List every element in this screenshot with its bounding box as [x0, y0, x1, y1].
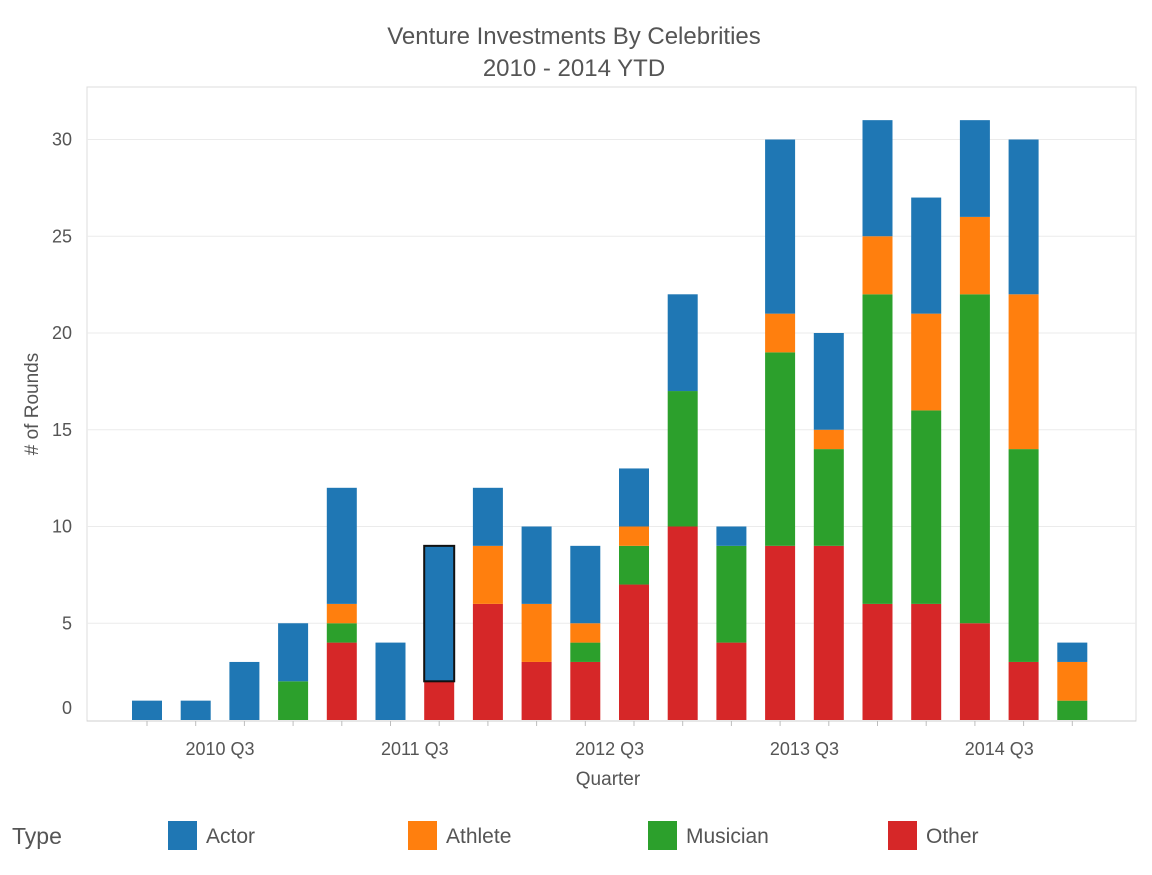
bar-segment-musician[interactable] — [278, 681, 309, 720]
bar-segment-actor[interactable] — [667, 294, 698, 392]
bar-segment-athlete[interactable] — [862, 236, 893, 295]
bar-segment-athlete[interactable] — [765, 313, 796, 353]
bar-segment-musician[interactable] — [619, 545, 649, 585]
bar-segment-other[interactable] — [813, 545, 844, 720]
y-axis-ticks: 0 5 10 15 20 25 30 — [52, 130, 72, 719]
bar-segment-musician[interactable] — [765, 352, 796, 546]
y-tick-label: 20 — [52, 323, 72, 343]
y-tick-label: 0 — [62, 698, 72, 718]
y-tick-label: 10 — [52, 517, 72, 537]
bar-segment-actor[interactable] — [180, 700, 211, 720]
x-tick-label: 2012 Q3 — [575, 739, 644, 759]
legend-swatch — [408, 821, 437, 850]
y-tick-label: 25 — [52, 226, 72, 246]
y-axis-title: # of Rounds — [22, 353, 43, 455]
bar-segment-other[interactable] — [472, 603, 503, 720]
legend-item-other[interactable]: Other — [888, 821, 979, 850]
bar-segment-actor[interactable] — [521, 526, 552, 604]
bar-segment-musician[interactable] — [716, 545, 747, 643]
bar-segment-actor[interactable] — [862, 120, 893, 237]
bar-segment-athlete[interactable] — [570, 623, 601, 643]
bar-segment-other[interactable] — [619, 584, 649, 720]
bar-segment-musician[interactable] — [1008, 449, 1039, 662]
bar-segment-other[interactable] — [911, 603, 942, 720]
legend-item-actor[interactable]: Actor — [168, 821, 255, 850]
bar-segment-athlete[interactable] — [472, 545, 503, 604]
legend-label: Other — [926, 825, 979, 848]
x-tick-label: 2013 Q3 — [770, 739, 839, 759]
x-axis-title: Quarter — [576, 769, 641, 790]
bar-segment-actor[interactable] — [132, 700, 162, 720]
bar-segment-musician[interactable] — [862, 294, 893, 604]
bar-segment-other[interactable] — [765, 545, 796, 720]
bar-segment-athlete[interactable] — [911, 313, 942, 411]
bars — [132, 120, 1088, 721]
bar-segment-actor[interactable] — [326, 487, 357, 604]
y-tick-label: 30 — [52, 130, 72, 150]
legend-label: Athlete — [446, 825, 511, 848]
bar-segment-actor[interactable] — [959, 120, 990, 217]
legend: Actor Athlete Musician Other — [168, 821, 979, 850]
bar-segment-actor[interactable] — [911, 197, 942, 314]
legend-label: Actor — [206, 825, 255, 848]
bar-segment-actor[interactable] — [472, 487, 503, 546]
bar-segment-musician[interactable] — [1057, 700, 1088, 720]
x-tick-label: 2011 Q3 — [381, 739, 449, 759]
bar-segment-athlete[interactable] — [619, 526, 649, 546]
bar-segment-athlete[interactable] — [813, 429, 844, 450]
x-tick-label: 2010 Q3 — [186, 739, 255, 759]
bar-segment-athlete[interactable] — [959, 216, 990, 295]
bar-segment-actor[interactable] — [278, 623, 309, 682]
y-tick-label: 5 — [62, 613, 72, 633]
bar-segment-other[interactable] — [521, 661, 552, 720]
chart-title: Venture Investments By Celebrities — [387, 23, 761, 50]
bar-segment-musician[interactable] — [570, 642, 601, 662]
bar-segment-actor[interactable] — [229, 661, 260, 720]
bar-segment-other[interactable] — [716, 642, 747, 720]
bar-segment-musician[interactable] — [813, 449, 844, 546]
bar-segment-actor[interactable] — [813, 333, 844, 430]
bar-segment-musician[interactable] — [326, 623, 357, 643]
y-tick-label: 15 — [52, 420, 72, 440]
bar-segment-athlete[interactable] — [1008, 294, 1039, 450]
legend-swatch — [168, 821, 197, 850]
legend-item-musician[interactable]: Musician — [648, 821, 769, 850]
legend-title: Type — [12, 823, 62, 849]
bar-segment-actor[interactable] — [765, 139, 796, 314]
bar-segment-actor[interactable] — [619, 468, 649, 527]
legend-swatch — [648, 821, 677, 850]
legend-item-athlete[interactable]: Athlete — [408, 821, 511, 850]
bar-segment-musician[interactable] — [667, 391, 698, 527]
bar-segment-athlete[interactable] — [521, 603, 552, 662]
bar-segment-actor[interactable] — [375, 642, 406, 720]
bar-segment-musician[interactable] — [959, 294, 990, 624]
legend-label: Musician — [686, 825, 769, 848]
bar-segment-actor[interactable] — [423, 544, 456, 683]
legend-swatch — [888, 821, 917, 850]
bar-segment-actor[interactable] — [716, 526, 747, 546]
bar-segment-other[interactable] — [959, 623, 990, 720]
bar-segment-other[interactable] — [424, 681, 455, 720]
bar-segment-other[interactable] — [862, 603, 893, 720]
bar-segment-actor[interactable] — [1057, 642, 1088, 662]
x-axis-ticks: 2010 Q3 2011 Q3 2012 Q3 2013 Q3 2014 Q3 — [87, 720, 1136, 759]
bar-segment-other[interactable] — [326, 642, 357, 720]
bar-segment-athlete[interactable] — [1057, 661, 1088, 701]
bar-segment-actor[interactable] — [570, 545, 601, 624]
bar-segment-musician[interactable] — [911, 410, 942, 604]
bar-segment-other[interactable] — [1008, 661, 1039, 720]
x-tick-label: 2014 Q3 — [965, 739, 1034, 759]
bar-segment-actor[interactable] — [1008, 139, 1039, 295]
bar-segment-other[interactable] — [570, 661, 601, 720]
chart-subtitle: 2010 - 2014 YTD — [483, 55, 665, 82]
bar-segment-other[interactable] — [667, 526, 698, 721]
bar-segment-athlete[interactable] — [326, 603, 357, 624]
